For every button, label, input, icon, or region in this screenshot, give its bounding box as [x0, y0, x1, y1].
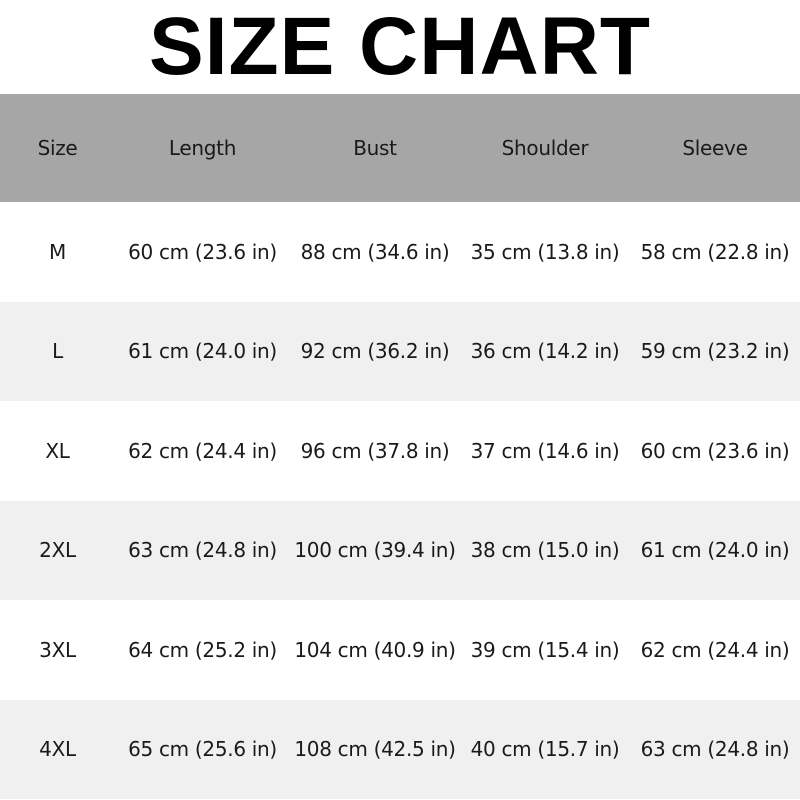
cell-shoulder: 36 cm (14.2 in) [470, 339, 620, 364]
cell-size: 3XL [39, 637, 76, 662]
header-bust: Bust [353, 136, 397, 160]
cell-sleeve: 60 cm (23.6 in) [640, 438, 790, 463]
cell-bust: 104 cm (40.9 in) [294, 637, 456, 662]
cell-shoulder: 40 cm (15.7 in) [470, 737, 620, 762]
cell-length: 63 cm (24.8 in) [128, 538, 277, 563]
cell-bust: 108 cm (42.5 in) [294, 737, 456, 762]
cell-length: 64 cm (25.2 in) [128, 637, 277, 662]
cell-sleeve: 62 cm (24.4 in) [640, 637, 790, 662]
table-row: L 61 cm (24.0 in) 92 cm (36.2 in) 36 cm (14… [0, 301, 800, 401]
cell-sleeve: 63 cm (24.8 in) [640, 737, 790, 762]
table-row: 3XL 64 cm (25.2 in) 104 cm (40.9 in) 39 cm … [0, 600, 800, 700]
table-row: XL 62 cm (24.4 in) 96 cm (37.8 in) 37 cm (1… [0, 401, 800, 501]
cell-bust: 92 cm (36.2 in) [300, 339, 450, 364]
header-size: Size [37, 136, 78, 160]
header-sleeve: Sleeve [682, 136, 748, 160]
cell-size: 4XL [39, 737, 76, 762]
table-row: 2XL 63 cm (24.8 in) 100 cm (39.4 in) 38 cm … [0, 500, 800, 600]
cell-sleeve: 61 cm (24.0 in) [640, 538, 790, 563]
cell-shoulder: 39 cm (15.4 in) [470, 637, 620, 662]
cell-length: 65 cm (25.6 in) [128, 737, 277, 762]
page-title: SIZE CHART [149, 1, 651, 92]
cell-shoulder: 37 cm (14.6 in) [470, 438, 620, 463]
cell-shoulder: 35 cm (13.8 in) [470, 239, 620, 264]
cell-size: XL [45, 438, 70, 463]
cell-shoulder: 38 cm (15.0 in) [470, 538, 620, 563]
cell-size: L [52, 339, 63, 364]
cell-bust: 96 cm (37.8 in) [300, 438, 450, 463]
header-row: Size Length Bust Shoulder Sleeve [0, 94, 800, 202]
cell-length: 61 cm (24.0 in) [128, 339, 277, 364]
cell-bust: 100 cm (39.4 in) [294, 538, 456, 563]
table-row: 4XL 65 cm (25.6 in) 108 cm (42.5 in) 40 cm … [0, 699, 800, 799]
header-length: Length [168, 136, 237, 160]
table-row: M 60 cm (23.6 in) 88 cm (34.6 in) 35 cm (13… [0, 202, 800, 302]
size-chart-table: Size Length Bust Shoulder Sleeve M 60 cm … [0, 94, 800, 799]
cell-size: 2XL [39, 538, 76, 563]
cell-length: 60 cm (23.6 in) [128, 239, 277, 264]
cell-sleeve: 58 cm (22.8 in) [640, 239, 790, 264]
cell-length: 62 cm (24.4 in) [128, 438, 277, 463]
cell-size: M [49, 239, 66, 264]
header-shoulder: Shoulder [501, 136, 589, 160]
cell-sleeve: 59 cm (23.2 in) [640, 339, 790, 364]
cell-bust: 88 cm (34.6 in) [300, 239, 450, 264]
